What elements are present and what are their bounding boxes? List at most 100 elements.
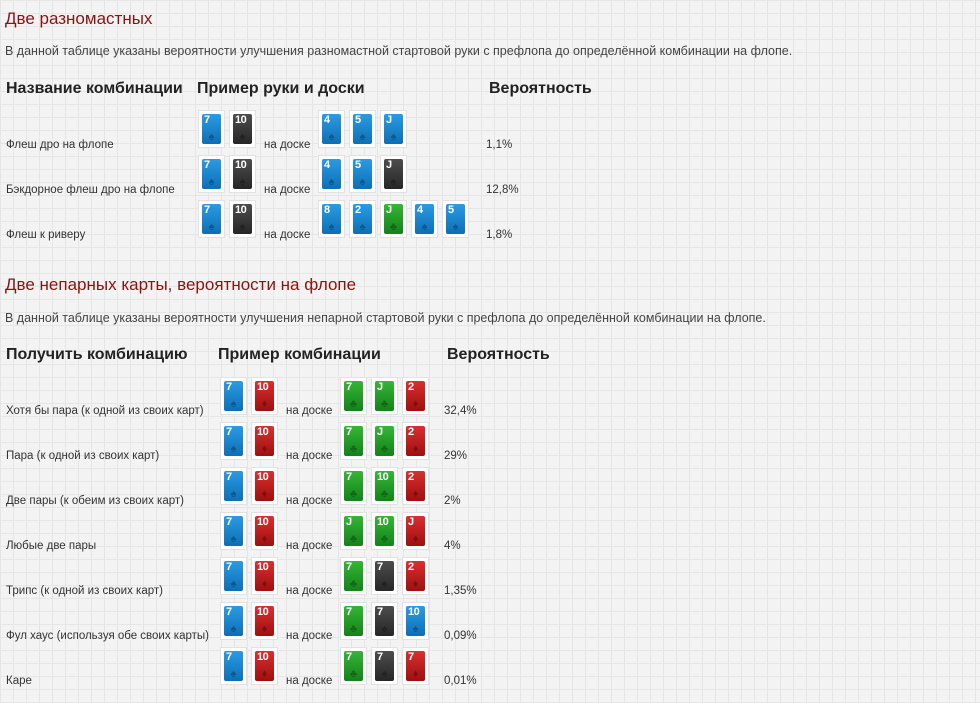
playing-card: J ♣: [375, 426, 394, 456]
row-label: Бэкдорное флеш дро на флопе: [6, 184, 175, 196]
card-slot: 2 ♦: [402, 422, 429, 460]
card-suit-icon: ♣: [380, 488, 389, 500]
section1-header-example: Пример руки и доски: [197, 80, 365, 97]
card-suit-icon: ♠: [230, 443, 237, 455]
card-suit-icon: ♠: [328, 131, 335, 143]
card-suit-icon: ♦: [261, 668, 268, 680]
playing-card: 10 ♦: [255, 426, 274, 456]
playing-card: 10 ♦: [255, 516, 274, 546]
card-rank: 10: [257, 516, 269, 528]
card-rank: 7: [226, 561, 232, 573]
card-suit-icon: ♠: [230, 578, 237, 590]
card-slot: 7 ♠: [220, 602, 247, 640]
probability-value: 29%: [444, 450, 468, 462]
card-suit-icon: ♠: [239, 176, 246, 188]
card-rank: 10: [235, 114, 247, 126]
card-slot: 5 ♠: [349, 155, 376, 193]
card-slot: 10 ♦: [251, 647, 278, 685]
playing-card: 2 ♦: [406, 426, 425, 456]
playing-card: 10 ♠: [406, 606, 425, 636]
card-rank: 8: [324, 204, 330, 216]
card-rank: J: [386, 114, 392, 126]
playing-card: 10 ♦: [255, 381, 274, 411]
playing-card: 7 ♠: [375, 651, 394, 681]
card-slot: J ♠: [380, 110, 407, 148]
card-rank: 7: [346, 606, 352, 618]
card-suit-icon: ♦: [412, 443, 419, 455]
card-slot: 2 ♦: [402, 467, 429, 505]
playing-card: 8 ♠: [322, 204, 341, 234]
section2-title: Две непарных карты, вероятности на флопе: [5, 275, 357, 294]
card-suit-icon: ♣: [349, 623, 358, 635]
card-slot: 7 ♦: [402, 647, 429, 685]
card-rank: 2: [408, 381, 414, 393]
card-suit-icon: ♠: [208, 131, 215, 143]
card-suit-icon: ♠: [421, 221, 428, 233]
card-rank: 5: [448, 204, 454, 216]
section2-header-example: Пример комбинации: [218, 346, 381, 363]
card-suit-icon: ♠: [359, 131, 366, 143]
card-rank: 10: [257, 381, 269, 393]
card-suit-icon: ♠: [208, 176, 215, 188]
card-suit-icon: ♠: [381, 623, 388, 635]
playing-card: 7 ♠: [224, 426, 243, 456]
on-board-label: на доске: [264, 184, 311, 196]
card-rank: 7: [377, 606, 383, 618]
row-label: Пара (к одной из своих карт): [6, 450, 160, 462]
card-slot: 4 ♠: [318, 155, 345, 193]
card-slot: 10 ♦: [251, 602, 278, 640]
card-rank: 7: [346, 471, 352, 483]
card-suit-icon: ♠: [208, 221, 215, 233]
playing-card: 7 ♠: [375, 606, 394, 636]
playing-card: J ♦: [406, 516, 425, 546]
card-suit-icon: ♠: [328, 176, 335, 188]
card-rank: 7: [377, 651, 383, 663]
card-suit-icon: ♣: [349, 533, 358, 545]
card-rank: 10: [257, 561, 269, 573]
card-slot: 7 ♠: [198, 155, 225, 193]
playing-card: 7 ♠: [224, 516, 243, 546]
card-suit-icon: ♠: [239, 221, 246, 233]
card-slot: 7 ♠: [198, 200, 225, 238]
playing-card: 5 ♠: [446, 204, 465, 234]
row-label: Хотя бы пара (к одной из своих карт): [6, 405, 204, 417]
card-rank: 7: [226, 426, 232, 438]
card-rank: 7: [226, 651, 232, 663]
card-slot: 10 ♦: [251, 512, 278, 550]
card-slot: J ♣: [371, 377, 398, 415]
card-rank: 7: [226, 381, 232, 393]
card-rank: 2: [355, 204, 361, 216]
playing-card: J ♠: [384, 114, 403, 144]
card-suit-icon: ♠: [390, 131, 397, 143]
card-slot: 7 ♠: [198, 110, 225, 148]
section1-title: Две разномастных: [5, 9, 153, 28]
card-slot: J ♣: [371, 422, 398, 460]
card-rank: 10: [257, 651, 269, 663]
card-slot: 2 ♦: [402, 377, 429, 415]
card-suit-icon: ♠: [359, 221, 366, 233]
card-slot: 2 ♠: [349, 200, 376, 238]
card-rank: 4: [324, 159, 330, 171]
playing-card: J ♣: [344, 516, 363, 546]
card-suit-icon: ♠: [381, 578, 388, 590]
card-slot: 7 ♠: [220, 512, 247, 550]
card-slot: 4 ♠: [318, 110, 345, 148]
card-slot: 7 ♠: [220, 467, 247, 505]
card-rank: 10: [257, 426, 269, 438]
card-suit-icon: ♦: [412, 668, 419, 680]
card-suit-icon: ♣: [349, 443, 358, 455]
row-label: Фул хаус (используя обе своих карты): [6, 630, 209, 642]
card-rank: 7: [226, 516, 232, 528]
card-slot: 10 ♦: [251, 557, 278, 595]
card-rank: J: [408, 516, 414, 528]
card-slot: 7 ♣: [340, 377, 367, 415]
card-suit-icon: ♣: [349, 578, 358, 590]
card-suit-icon: ♠: [412, 623, 419, 635]
playing-card: 2 ♦: [406, 381, 425, 411]
card-suit-icon: ♠: [390, 176, 397, 188]
card-suit-icon: ♦: [412, 488, 419, 500]
on-board-label: на доске: [286, 495, 333, 507]
row-label: Трипс (к одной из своих карт): [6, 585, 163, 597]
probability-value: 0,01%: [444, 675, 477, 687]
card-rank: J: [377, 426, 383, 438]
